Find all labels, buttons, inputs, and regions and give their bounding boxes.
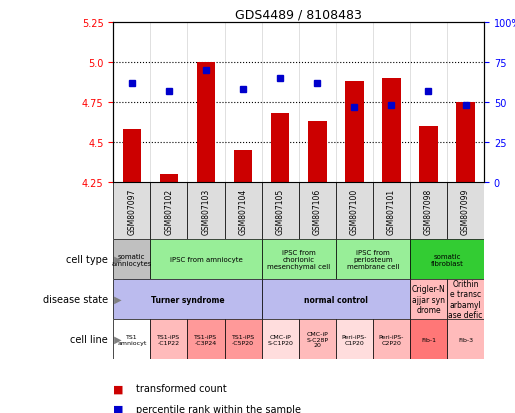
Text: TS1
amniocyt: TS1 amniocyt	[117, 334, 147, 345]
Bar	[373, 183, 410, 240]
Bar	[113, 240, 150, 280]
Bar	[262, 240, 336, 280]
Text: CMC-iP
S-C1P20: CMC-iP S-C1P20	[267, 334, 293, 345]
Bar	[113, 183, 150, 240]
Bar	[113, 280, 262, 319]
Text: GSM807104: GSM807104	[238, 188, 248, 234]
Bar	[225, 183, 262, 240]
Text: Peri-iPS-
C2P20: Peri-iPS- C2P20	[379, 334, 404, 345]
Text: Peri-iPS-
C1P20: Peri-iPS- C1P20	[341, 334, 367, 345]
Bar	[160, 174, 178, 183]
Bar	[336, 240, 410, 280]
Text: iPSC from
chorionic
mesenchymal cell: iPSC from chorionic mesenchymal cell	[267, 249, 330, 270]
Text: GSM807099: GSM807099	[461, 188, 470, 234]
Text: TS1-iPS
-C1P22: TS1-iPS -C1P22	[158, 334, 180, 345]
Bar	[447, 319, 484, 359]
Text: percentile rank within the sample: percentile rank within the sample	[136, 404, 301, 413]
Title: GDS4489 / 8108483: GDS4489 / 8108483	[235, 9, 362, 21]
Bar	[419, 126, 438, 183]
Text: iPSC from
periosteum
membrane cell: iPSC from periosteum membrane cell	[347, 249, 399, 270]
Bar	[410, 319, 447, 359]
Text: TS1-iPS
-C3P24: TS1-iPS -C3P24	[195, 334, 217, 345]
Bar	[150, 319, 187, 359]
Text: ▶: ▶	[111, 254, 122, 265]
Text: GSM807103: GSM807103	[201, 188, 211, 234]
Text: Fib-1: Fib-1	[421, 337, 436, 342]
Text: normal control: normal control	[304, 295, 368, 304]
Bar	[410, 280, 447, 319]
Bar	[410, 183, 447, 240]
Bar	[336, 183, 373, 240]
Text: GSM807101: GSM807101	[387, 188, 396, 234]
Bar	[113, 319, 150, 359]
Bar	[225, 319, 262, 359]
Bar	[447, 280, 484, 319]
Bar	[123, 130, 141, 183]
Bar	[197, 63, 215, 183]
Bar	[456, 102, 475, 183]
Bar	[382, 78, 401, 183]
Bar	[187, 319, 225, 359]
Bar	[262, 183, 299, 240]
Text: GSM807105: GSM807105	[276, 188, 285, 234]
Text: iPSC from amniocyte: iPSC from amniocyte	[169, 256, 243, 263]
Text: CMC-iP
S-C28P
20: CMC-iP S-C28P 20	[306, 331, 328, 348]
Text: ■: ■	[113, 404, 127, 413]
Text: cell line: cell line	[71, 335, 108, 344]
Bar	[299, 183, 336, 240]
Bar	[345, 82, 364, 183]
Text: GSM807097: GSM807097	[127, 188, 136, 234]
Bar	[299, 319, 336, 359]
Bar	[447, 183, 484, 240]
Text: TS1-iPS
-C5P20: TS1-iPS -C5P20	[232, 334, 254, 345]
Text: transformed count: transformed count	[136, 383, 227, 393]
Text: ▶: ▶	[111, 294, 122, 304]
Bar	[373, 319, 410, 359]
Text: GSM807100: GSM807100	[350, 188, 359, 234]
Text: GSM807106: GSM807106	[313, 188, 322, 234]
Text: cell type: cell type	[66, 254, 108, 265]
Text: GSM807098: GSM807098	[424, 188, 433, 234]
Bar	[336, 319, 373, 359]
Bar	[150, 183, 187, 240]
Text: Fib-3: Fib-3	[458, 337, 473, 342]
Text: GSM807102: GSM807102	[164, 188, 174, 234]
Bar	[187, 183, 225, 240]
Text: Orithin
e transc
arbamyl
ase defic: Orithin e transc arbamyl ase defic	[449, 280, 483, 320]
Bar	[410, 240, 484, 280]
Text: disease state: disease state	[43, 294, 108, 304]
Text: somatic
amniocytes: somatic amniocytes	[112, 253, 152, 266]
Bar	[262, 319, 299, 359]
Bar	[150, 240, 262, 280]
Bar	[271, 114, 289, 183]
Text: Turner syndrome: Turner syndrome	[151, 295, 224, 304]
Bar	[234, 150, 252, 183]
Bar	[308, 122, 327, 183]
Text: Crigler-N
ajjar syn
drome: Crigler-N ajjar syn drome	[411, 285, 445, 314]
Text: somatic
fibroblast: somatic fibroblast	[431, 253, 464, 266]
Text: ▶: ▶	[111, 335, 122, 344]
Text: ■: ■	[113, 383, 127, 393]
Bar	[262, 280, 410, 319]
